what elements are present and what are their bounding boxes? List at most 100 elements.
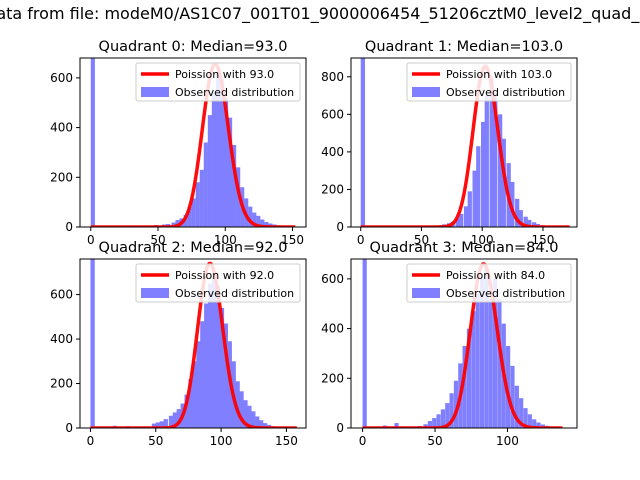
- histogram-bar: [262, 423, 268, 428]
- histogram-bar: [168, 415, 174, 428]
- x-tick-label: 100: [471, 233, 494, 247]
- histogram-bar: [191, 198, 196, 227]
- y-tick-label: 0: [336, 220, 344, 234]
- quadrant-3-legend: Poission with 84.0 Observed distribution: [406, 263, 572, 303]
- x-tick-label: 0: [359, 434, 367, 448]
- quadrant-1-legend: Poission with 103.0 Observed distribution: [406, 62, 572, 102]
- histogram-bar: [464, 206, 469, 227]
- histogram-bar: [208, 283, 213, 428]
- histogram-bar: [394, 423, 399, 428]
- histogram-bar: [204, 303, 209, 428]
- histogram-bar: [175, 220, 180, 227]
- quadrant-2-legend: Poission with 92.0 Observed distribution: [135, 263, 301, 303]
- histogram-bar: [479, 278, 485, 428]
- quadrant-3-plot-area: [362, 259, 563, 428]
- histogram-bar: [484, 95, 489, 227]
- y-tick-label: 600: [321, 272, 344, 286]
- histogram-bar: [188, 379, 193, 428]
- histogram-bar: [195, 182, 200, 227]
- histogram-bar: [462, 345, 467, 428]
- x-tick-label: 50: [150, 233, 165, 247]
- legend-label-observed: Observed distribution: [446, 287, 565, 300]
- histogram-bar: [248, 206, 253, 227]
- histogram-bar: [223, 323, 229, 428]
- quadrant-3-chart: 0 50 100 0 200 400 600 Poission with 84.0 Observ…: [321, 240, 578, 448]
- y-tick-label: 600: [50, 288, 73, 302]
- histogram-bar: [492, 278, 498, 428]
- histogram-bar: [449, 393, 454, 428]
- histogram-bar: [484, 268, 489, 428]
- quadrant-3-title: Quadrant 3: Median=84.0: [370, 240, 559, 256]
- quadrant-0-title: Quadrant 0: Median=93.0: [99, 39, 288, 55]
- y-tick-label: 600: [50, 71, 73, 85]
- histogram-bar: [527, 414, 532, 428]
- histogram-bar: [510, 365, 515, 428]
- x-tick-label: 150: [532, 233, 555, 247]
- x-tick-label: 50: [148, 434, 163, 448]
- y-tick-label: 200: [321, 182, 344, 196]
- histogram-bar: [532, 419, 537, 428]
- figure-suptitle: Data from file: modeM0/AS1C07_001T01_900…: [0, 0, 640, 24]
- histogram-bar: [489, 76, 494, 227]
- y-tick-label: 0: [336, 421, 344, 435]
- legend-label-observed: Observed distribution: [175, 287, 294, 300]
- histogram-bar: [159, 421, 164, 428]
- histogram-bar: [251, 411, 256, 428]
- x-tick-label: 150: [281, 233, 304, 247]
- quadrant-0-plot-area: [90, 58, 297, 227]
- histogram-bar: [243, 400, 248, 428]
- quadrant-0-axes-frame: [79, 57, 307, 228]
- histogram-bar: [252, 212, 257, 227]
- x-tick-label: 100: [496, 434, 519, 448]
- x-tick-label: 100: [210, 434, 233, 448]
- histogram-bar: [527, 219, 532, 227]
- histogram-bar: [187, 207, 192, 227]
- x-tick-label: 50: [427, 434, 442, 448]
- histogram-bar: [239, 391, 244, 428]
- quadrant-0-legend: Poission with 93.0 Observed distribution: [135, 62, 301, 102]
- histogram-bar: [155, 422, 161, 428]
- histogram-bar: [219, 307, 225, 428]
- quadrant-1-title: Quadrant 1: Median=103.0: [365, 39, 563, 55]
- histogram-bar: [183, 215, 188, 227]
- histogram-bar: [493, 91, 498, 227]
- histogram-bar: [264, 222, 269, 227]
- histogram-bar: [455, 218, 460, 227]
- histogram-bar: [515, 198, 520, 227]
- histogram-bar: [211, 272, 217, 428]
- histogram-bar: [215, 285, 221, 428]
- histogram-bar: [247, 405, 252, 428]
- quadrant-3-axes-frame: [350, 258, 578, 429]
- legend-label-fit: Poission with 92.0: [175, 269, 274, 282]
- histogram-bar: [453, 380, 459, 428]
- histogram-bar: [467, 191, 472, 227]
- histogram-bar: [471, 311, 476, 428]
- histogram-bar: [362, 259, 367, 428]
- histogram-bar: [488, 298, 493, 428]
- histogram-bar: [432, 418, 437, 428]
- legend-label-observed: Observed distribution: [446, 86, 565, 99]
- legend-histogram-swatch: [412, 87, 440, 97]
- x-tick-label: 100: [214, 233, 237, 247]
- histogram-bar: [172, 412, 178, 428]
- histogram-bar: [518, 210, 523, 227]
- histogram-bar: [200, 321, 205, 428]
- histogram-bar: [360, 58, 365, 227]
- x-tick-label: 0: [87, 233, 95, 247]
- histogram-bar: [260, 219, 265, 227]
- histogram-bar: [475, 293, 480, 428]
- histogram-bar: [235, 381, 240, 428]
- histogram-bar: [90, 259, 95, 428]
- histogram-bar: [445, 403, 450, 428]
- histogram-bar: [514, 385, 519, 428]
- histogram-bar: [90, 58, 95, 227]
- y-tick-label: 400: [321, 322, 344, 336]
- legend-label-fit: Poission with 103.0: [446, 68, 552, 81]
- histogram-bar: [223, 97, 229, 227]
- histogram-bar: [466, 328, 472, 428]
- y-tick-label: 200: [50, 170, 73, 184]
- histogram-bar: [163, 419, 168, 428]
- y-tick-label: 800: [321, 70, 344, 84]
- legend-box: [406, 263, 572, 303]
- quadrant-2-chart: 0 50 100 150 0 200 400 600 Poission with 92.0 Obs…: [50, 240, 307, 448]
